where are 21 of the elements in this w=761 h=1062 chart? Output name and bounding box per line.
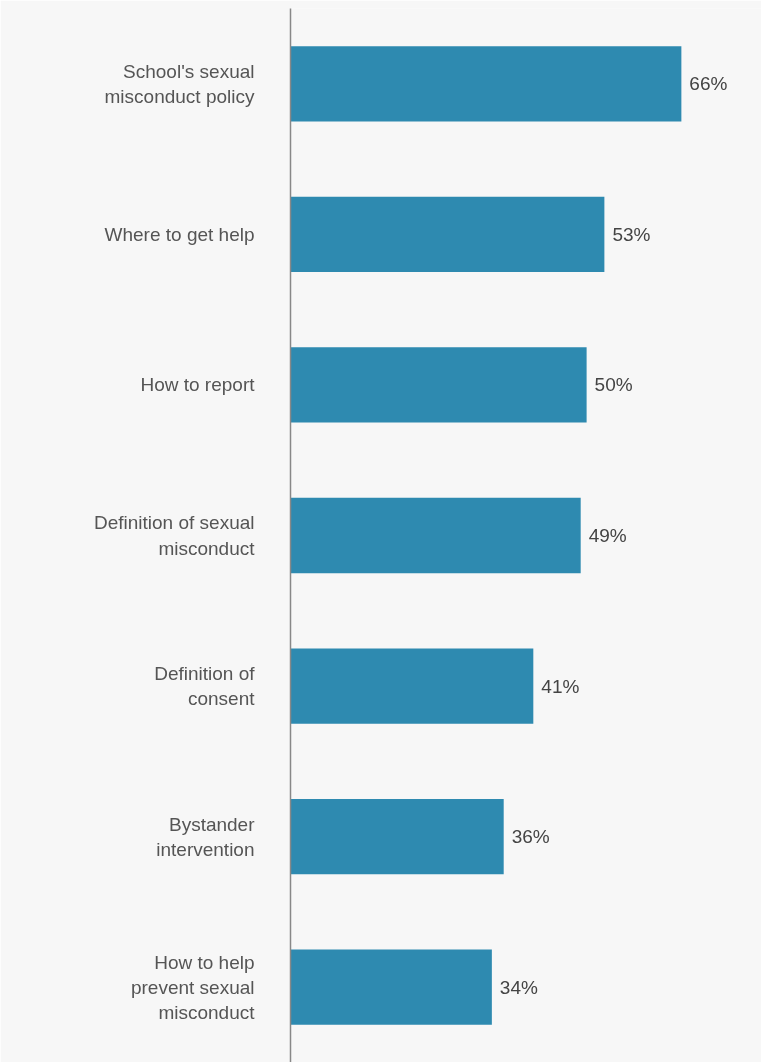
y-tick-label: Definition of consent (154, 662, 256, 710)
y-tick-label: Definition of sexual misconduct (93, 512, 256, 559)
data-label: 66% (689, 73, 728, 95)
y-tick-label: Where to get help (104, 223, 255, 245)
data-label: 41% (541, 675, 580, 697)
bar (290, 46, 682, 122)
bar (290, 648, 534, 724)
bar (290, 799, 504, 875)
data-label: 53% (612, 223, 651, 245)
data-label: 36% (511, 826, 550, 848)
y-tick-label: School's sexual misconduct policy (104, 60, 255, 107)
data-label: 49% (588, 525, 627, 546)
data-label: 34% (499, 976, 538, 998)
y-tick-label: Bystander intervention (156, 813, 256, 860)
bar (290, 347, 587, 423)
bar (290, 949, 492, 1025)
y-tick-label: How to help prevent sexual misconduct (130, 951, 256, 1023)
bar (290, 196, 605, 272)
data-label: 50% (594, 374, 633, 396)
y-tick-label: How to report (140, 374, 256, 396)
bar (290, 497, 581, 574)
